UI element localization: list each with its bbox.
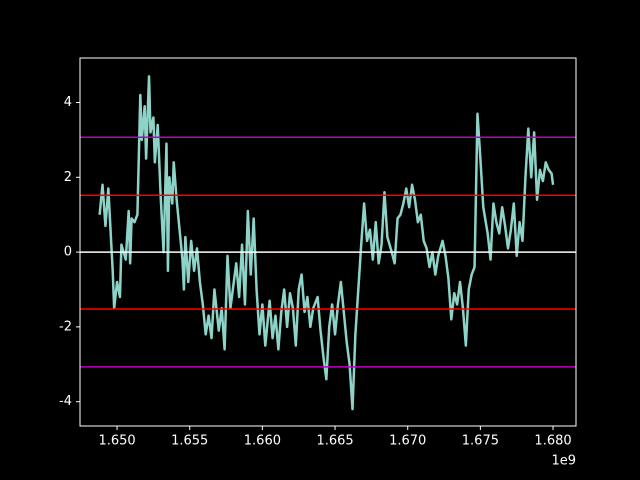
y-tick-label: 0 [64, 245, 72, 260]
x-tick-label: 1.660 [244, 434, 281, 449]
x-tick-label: 1.650 [98, 434, 135, 449]
data-line [98, 75, 555, 411]
y-tick-label: 4 [64, 95, 72, 110]
x-tick-label: 1.670 [389, 434, 426, 449]
x-tick-label: 1.675 [462, 434, 499, 449]
x-tick-label: 1.680 [534, 434, 571, 449]
y-tick-label: -2 [59, 319, 72, 334]
x-offset-label: 1e9 [551, 454, 576, 469]
plot-frame [79, 57, 577, 427]
y-tick-label: -4 [59, 394, 72, 409]
x-tick-label: 1.655 [171, 434, 208, 449]
y-tick-label: 2 [64, 170, 72, 185]
x-tick-label: 1.665 [316, 434, 353, 449]
